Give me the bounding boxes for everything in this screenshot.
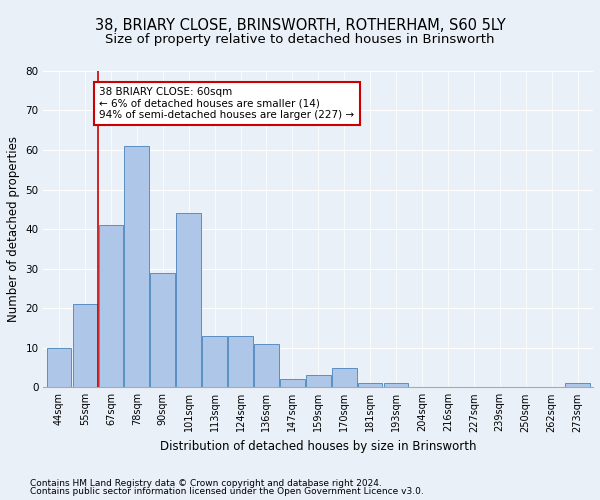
Bar <box>47 348 71 388</box>
X-axis label: Distribution of detached houses by size in Brinsworth: Distribution of detached houses by size … <box>160 440 476 453</box>
Bar <box>202 336 227 388</box>
Bar <box>73 304 97 388</box>
Text: Contains HM Land Registry data © Crown copyright and database right 2024.: Contains HM Land Registry data © Crown c… <box>30 478 382 488</box>
Bar <box>98 225 123 388</box>
Y-axis label: Number of detached properties: Number of detached properties <box>7 136 20 322</box>
Bar <box>228 336 253 388</box>
Text: Size of property relative to detached houses in Brinsworth: Size of property relative to detached ho… <box>105 32 495 46</box>
Bar <box>332 368 356 388</box>
Bar <box>176 214 201 388</box>
Bar <box>384 384 409 388</box>
Bar <box>306 376 331 388</box>
Bar <box>565 384 590 388</box>
Text: 38, BRIARY CLOSE, BRINSWORTH, ROTHERHAM, S60 5LY: 38, BRIARY CLOSE, BRINSWORTH, ROTHERHAM,… <box>95 18 505 32</box>
Bar <box>254 344 279 388</box>
Bar <box>280 380 305 388</box>
Text: 38 BRIARY CLOSE: 60sqm
← 6% of detached houses are smaller (14)
94% of semi-deta: 38 BRIARY CLOSE: 60sqm ← 6% of detached … <box>99 87 355 120</box>
Bar <box>151 272 175 388</box>
Bar <box>358 384 382 388</box>
Bar <box>124 146 149 388</box>
Text: Contains public sector information licensed under the Open Government Licence v3: Contains public sector information licen… <box>30 487 424 496</box>
